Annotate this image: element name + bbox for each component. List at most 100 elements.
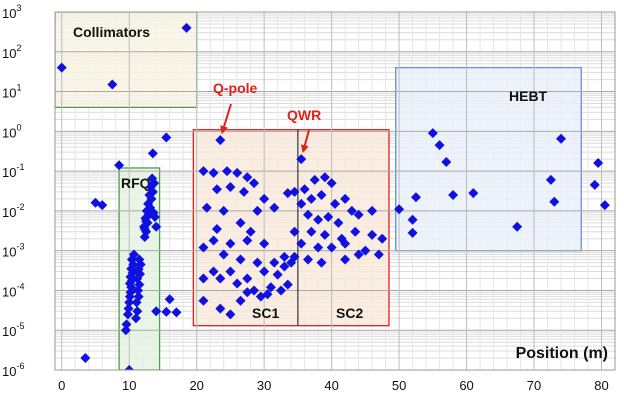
data-point bbox=[218, 205, 229, 216]
data-point bbox=[589, 179, 600, 190]
data-point bbox=[232, 278, 243, 289]
label-collimators: Collimators bbox=[73, 24, 150, 40]
data-point bbox=[242, 273, 253, 284]
annotation-qpole: Q-pole bbox=[213, 80, 258, 96]
data-point bbox=[208, 167, 219, 178]
data-point bbox=[407, 227, 418, 238]
data-point bbox=[289, 186, 300, 197]
data-point bbox=[134, 254, 145, 265]
data-point bbox=[377, 233, 388, 244]
data-point bbox=[303, 209, 314, 220]
data-point bbox=[259, 238, 270, 249]
data-point bbox=[242, 287, 253, 298]
data-point bbox=[282, 188, 293, 199]
data-point bbox=[306, 193, 317, 204]
data-point bbox=[232, 167, 243, 178]
data-point bbox=[367, 229, 378, 240]
data-point bbox=[133, 291, 144, 302]
data-point bbox=[407, 214, 418, 225]
data-point bbox=[303, 254, 314, 265]
data-point bbox=[326, 178, 337, 189]
data-point bbox=[225, 181, 236, 192]
data-point bbox=[198, 242, 209, 253]
y-axis-ticks: 10-6 10-5 10-4 10-3 10-2 10-1 100 101 102 103 bbox=[2, 3, 24, 379]
x-tick-label: 80 bbox=[594, 378, 608, 393]
data-point bbox=[208, 266, 219, 277]
data-point bbox=[225, 238, 236, 249]
data-point bbox=[313, 214, 324, 225]
data-point bbox=[296, 154, 307, 165]
data-point bbox=[215, 303, 226, 314]
data-point bbox=[124, 297, 135, 308]
data-point bbox=[225, 309, 236, 320]
y-tick-label: 10-2 bbox=[2, 202, 24, 220]
data-point bbox=[326, 242, 337, 253]
data-point bbox=[306, 226, 317, 237]
data-point bbox=[235, 295, 246, 306]
data-point bbox=[124, 365, 135, 370]
data-point bbox=[309, 174, 320, 185]
data-point bbox=[235, 254, 246, 265]
data-point bbox=[198, 273, 209, 284]
y-tick-label: 10-4 bbox=[2, 281, 24, 299]
data-point bbox=[132, 306, 143, 317]
data-point bbox=[218, 249, 229, 260]
x-tick-label: 60 bbox=[459, 378, 473, 393]
data-point bbox=[556, 133, 567, 144]
data-point bbox=[242, 235, 253, 246]
x-tick-label: 30 bbox=[257, 378, 271, 393]
x-tick-label: 40 bbox=[324, 378, 338, 393]
y-tick-label: 100 bbox=[2, 122, 21, 140]
data-point bbox=[296, 238, 307, 249]
data-point bbox=[171, 307, 182, 318]
data-point bbox=[252, 257, 263, 268]
data-point bbox=[441, 156, 452, 167]
data-point bbox=[148, 207, 159, 218]
data-point bbox=[319, 172, 330, 183]
data-point bbox=[265, 282, 276, 293]
data-point bbox=[201, 202, 212, 213]
annotation-arrow bbox=[300, 129, 310, 154]
label-hebt: HEBT bbox=[509, 88, 548, 104]
data-point bbox=[249, 178, 260, 189]
data-point bbox=[316, 257, 327, 268]
data-point bbox=[208, 235, 219, 246]
data-point bbox=[56, 62, 67, 73]
data-point bbox=[350, 226, 361, 237]
y-tick-label: 10-6 bbox=[2, 361, 24, 379]
data-point bbox=[235, 217, 246, 228]
data-point bbox=[549, 196, 560, 207]
data-point bbox=[215, 135, 226, 146]
y-tick-label: 10-3 bbox=[2, 242, 24, 260]
region-box-2 bbox=[192, 129, 390, 327]
data-point bbox=[330, 198, 340, 209]
data-point bbox=[222, 166, 233, 177]
region-box-3 bbox=[395, 66, 582, 252]
data-point bbox=[121, 319, 132, 330]
data-point bbox=[340, 238, 351, 249]
data-point bbox=[282, 279, 293, 290]
data-point bbox=[147, 148, 158, 159]
data-point bbox=[161, 306, 172, 317]
y-tick-label: 102 bbox=[2, 43, 21, 61]
data-point bbox=[139, 224, 150, 235]
plot-frame bbox=[54, 11, 616, 371]
data-point bbox=[130, 313, 141, 324]
data-point bbox=[367, 205, 378, 216]
label-sc2: SC2 bbox=[336, 305, 363, 321]
data-point bbox=[346, 205, 357, 216]
data-point bbox=[225, 266, 236, 277]
x-tick-label: 0 bbox=[58, 378, 65, 393]
data-point bbox=[215, 273, 226, 284]
data-point bbox=[289, 251, 300, 262]
data-point bbox=[299, 184, 310, 195]
y-tick-label: 10-5 bbox=[2, 321, 24, 339]
data-point bbox=[269, 257, 280, 268]
annotation-arrow bbox=[220, 103, 232, 135]
data-point bbox=[323, 212, 334, 223]
data-point bbox=[141, 216, 152, 227]
data-point bbox=[80, 353, 91, 364]
data-point bbox=[262, 289, 273, 300]
